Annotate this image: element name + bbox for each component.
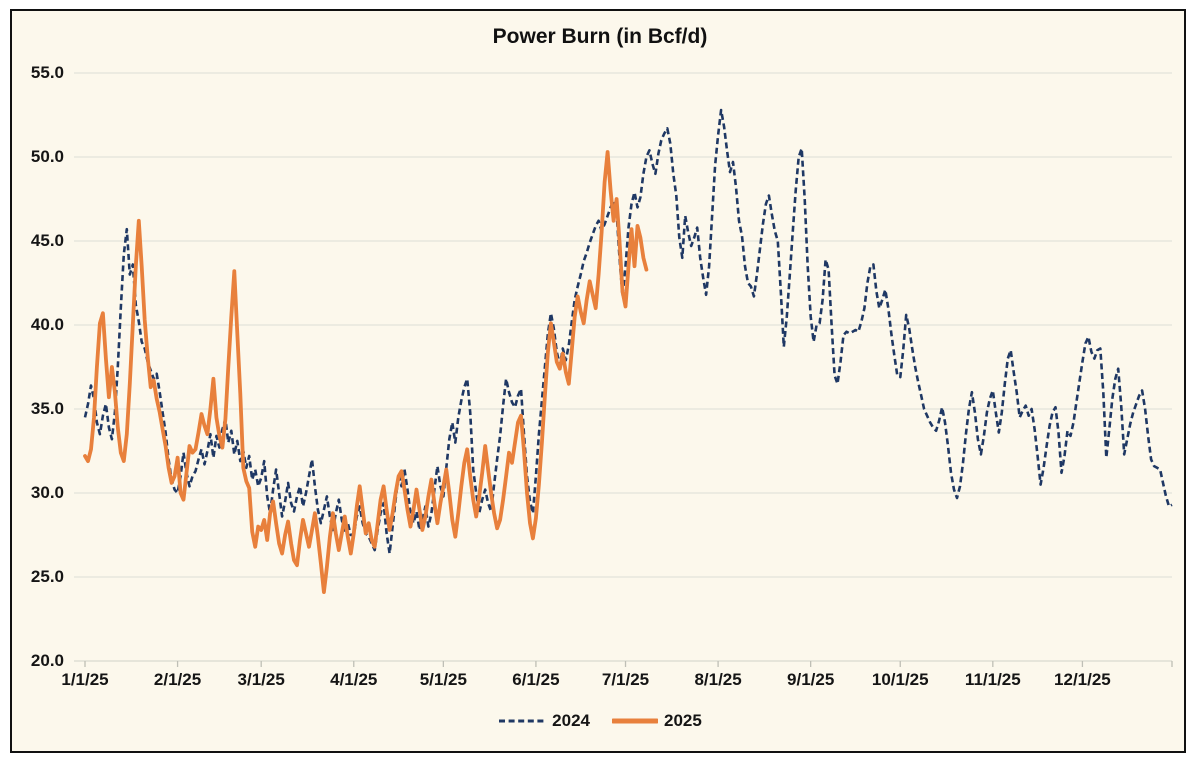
chart-title: Power Burn (in Bcf/d)	[492, 25, 708, 48]
x-tick-label: 11/1/25	[964, 670, 1021, 689]
y-tick-label: 30.0	[30, 483, 64, 502]
legend-item-2024: 2024	[498, 711, 590, 731]
x-tick-label: 12/1/25	[1054, 670, 1111, 689]
y-tick-label: 50.0	[30, 147, 64, 166]
y-tick-label: 25.0	[30, 567, 64, 586]
x-tick-label: 10/1/25	[871, 670, 929, 689]
x-tick-label: 9/1/25	[787, 670, 835, 689]
solid-line-sample-icon	[612, 718, 658, 724]
dashed-line-sample-icon	[499, 719, 546, 723]
x-tick-label: 5/1/25	[419, 670, 467, 689]
y-tick-label: 20.0	[30, 651, 64, 670]
x-tick-label: 4/1/25	[330, 670, 378, 689]
x-tick-label: 2/1/25	[153, 670, 202, 689]
x-tick-label: 3/1/25	[237, 670, 285, 689]
x-tick-label: 1/1/25	[61, 670, 109, 689]
y-tick-label: 40.0	[30, 315, 64, 334]
legend-label-2024: 2024	[552, 711, 590, 730]
y-tick-label: 55.0	[30, 63, 64, 82]
x-tick-label: 8/1/25	[694, 670, 742, 689]
x-tick-label: 6/1/25	[512, 670, 560, 689]
legend-item-2025: 2025	[612, 711, 702, 731]
y-tick-label: 45.0	[30, 231, 64, 250]
x-tick-label: 7/1/25	[601, 670, 650, 689]
chart-frame	[10, 9, 1186, 753]
legend: 2024 2025	[0, 711, 1200, 731]
legend-label-2025: 2025	[664, 711, 702, 730]
y-tick-label: 35.0	[30, 399, 64, 418]
